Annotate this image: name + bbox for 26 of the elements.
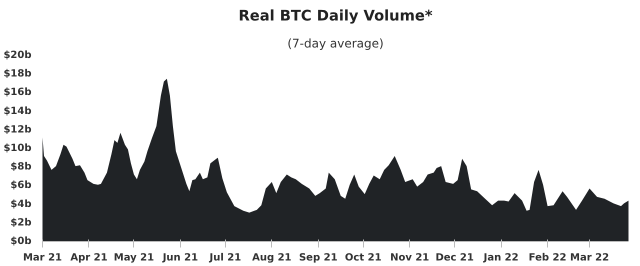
y-tick-label: $16b [3, 87, 32, 98]
x-tick-label: Jul 21 [208, 252, 242, 264]
y-tick-label: $4b [10, 198, 32, 210]
x-tick-label: Mar 21 [22, 252, 62, 264]
y-tick-label: $18b [3, 68, 32, 80]
chart-title: Real BTC Daily Volume* [238, 8, 433, 24]
x-tick-label: Aug 21 [252, 252, 292, 264]
x-tick-label: Jan 22 [482, 252, 519, 264]
y-tick-label: $6b [10, 180, 32, 192]
y-tick-label: $12b [3, 124, 32, 136]
chart-subtitle: (7-day average) [287, 36, 384, 50]
y-tick-label: $10b [3, 143, 32, 154]
x-tick-label: May 21 [114, 252, 154, 264]
y-tick-label: $0b [10, 236, 32, 247]
x-tick-label: Feb 22 [528, 252, 566, 264]
y-tick-label: $20b [3, 50, 32, 61]
x-tick-label: Sep 21 [298, 252, 338, 264]
x-tick-label: Nov 21 [390, 252, 430, 264]
x-tick-label: Mar 22 [570, 252, 610, 264]
y-tick-label: $2b [10, 217, 32, 228]
x-tick-label: Oct 21 [344, 252, 382, 264]
x-tick-label: Jun 21 [162, 252, 198, 264]
x-tick-label: Apr 21 [70, 252, 108, 264]
y-tick-label: $8b [10, 162, 32, 173]
x-tick-label: Dec 21 [435, 252, 474, 264]
y-tick-label: $14b [3, 106, 32, 117]
